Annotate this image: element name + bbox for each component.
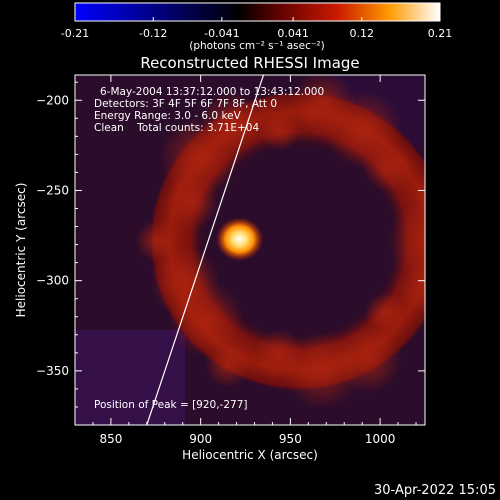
emission-blob bbox=[412, 172, 425, 212]
emission-blob bbox=[387, 201, 425, 281]
annotation-clean-counts: Clean Total counts: 3.71E+04 bbox=[94, 122, 259, 134]
x-tick-label: 850 bbox=[99, 432, 122, 446]
y-tick-label: −250 bbox=[36, 183, 69, 197]
colorbar-units-label: (photons cm⁻² s⁻¹ asec⁻²) bbox=[189, 40, 324, 52]
x-axis: 850 900 950 1000 bbox=[92, 75, 417, 446]
emission-blob bbox=[200, 91, 261, 152]
emission-blob bbox=[362, 141, 413, 193]
chart-title: Reconstructed RHESSI Image bbox=[140, 54, 359, 72]
emission-blobs bbox=[135, 75, 425, 410]
colorbar-tick-label: -0.12 bbox=[139, 27, 167, 40]
annotation-energy-range: Energy Range: 3.0 - 6.0 keV bbox=[94, 110, 242, 122]
annotation-detectors: Detectors: 3F 4F 5F 6F 7F 8F, Att 0 bbox=[94, 98, 277, 110]
colorbar-tick-label: 0.041 bbox=[277, 27, 309, 40]
colorbar-gradient bbox=[74, 2, 441, 22]
emission-blob bbox=[150, 247, 221, 318]
colorbar-tick-label: 0.21 bbox=[428, 27, 453, 40]
colorbar-tick-label: -0.041 bbox=[204, 27, 239, 40]
timestamp: 30-Apr-2022 15:05 bbox=[374, 483, 496, 498]
y-axis-label: Heliocentric Y (arcsec) bbox=[14, 183, 28, 318]
annotation-peak-position: Position of Peak = [920,-277] bbox=[94, 399, 248, 411]
colorbar-tick-label: 0.12 bbox=[350, 27, 375, 40]
y-tick-label: −350 bbox=[36, 364, 69, 378]
solar-limb-line bbox=[146, 75, 265, 425]
y-axis: −200 −250 −300 −350 bbox=[36, 81, 425, 408]
x-tick-label: 1000 bbox=[365, 432, 396, 446]
plot-frame bbox=[74, 74, 426, 426]
emission-blob bbox=[364, 292, 406, 334]
emission-blob bbox=[255, 329, 304, 377]
emission-blob bbox=[135, 220, 177, 262]
y-tick-label: −300 bbox=[36, 274, 69, 288]
heatmap-dark-patch bbox=[75, 330, 185, 425]
emission-blob bbox=[402, 260, 425, 317]
x-tick-label: 900 bbox=[189, 432, 212, 446]
colorbar: -0.21 -0.12 -0.041 0.041 0.12 0.21 (photons cm… bbox=[61, 2, 453, 52]
y-tick-label: −200 bbox=[36, 93, 69, 107]
x-axis-label: Heliocentric X (arcsec) bbox=[182, 448, 318, 462]
annotation-time-range: 6-May-2004 13:37:12.000 to 13:43:12.000 bbox=[100, 86, 324, 98]
colorbar-tick-label: -0.21 bbox=[61, 27, 89, 40]
annotations: 6-May-2004 13:37:12.000 to 13:43:12.000 … bbox=[94, 86, 324, 411]
heatmap-image bbox=[75, 75, 425, 425]
emission-blob bbox=[259, 110, 301, 151]
peak-source bbox=[215, 217, 264, 262]
x-tick-label: 950 bbox=[279, 432, 302, 446]
